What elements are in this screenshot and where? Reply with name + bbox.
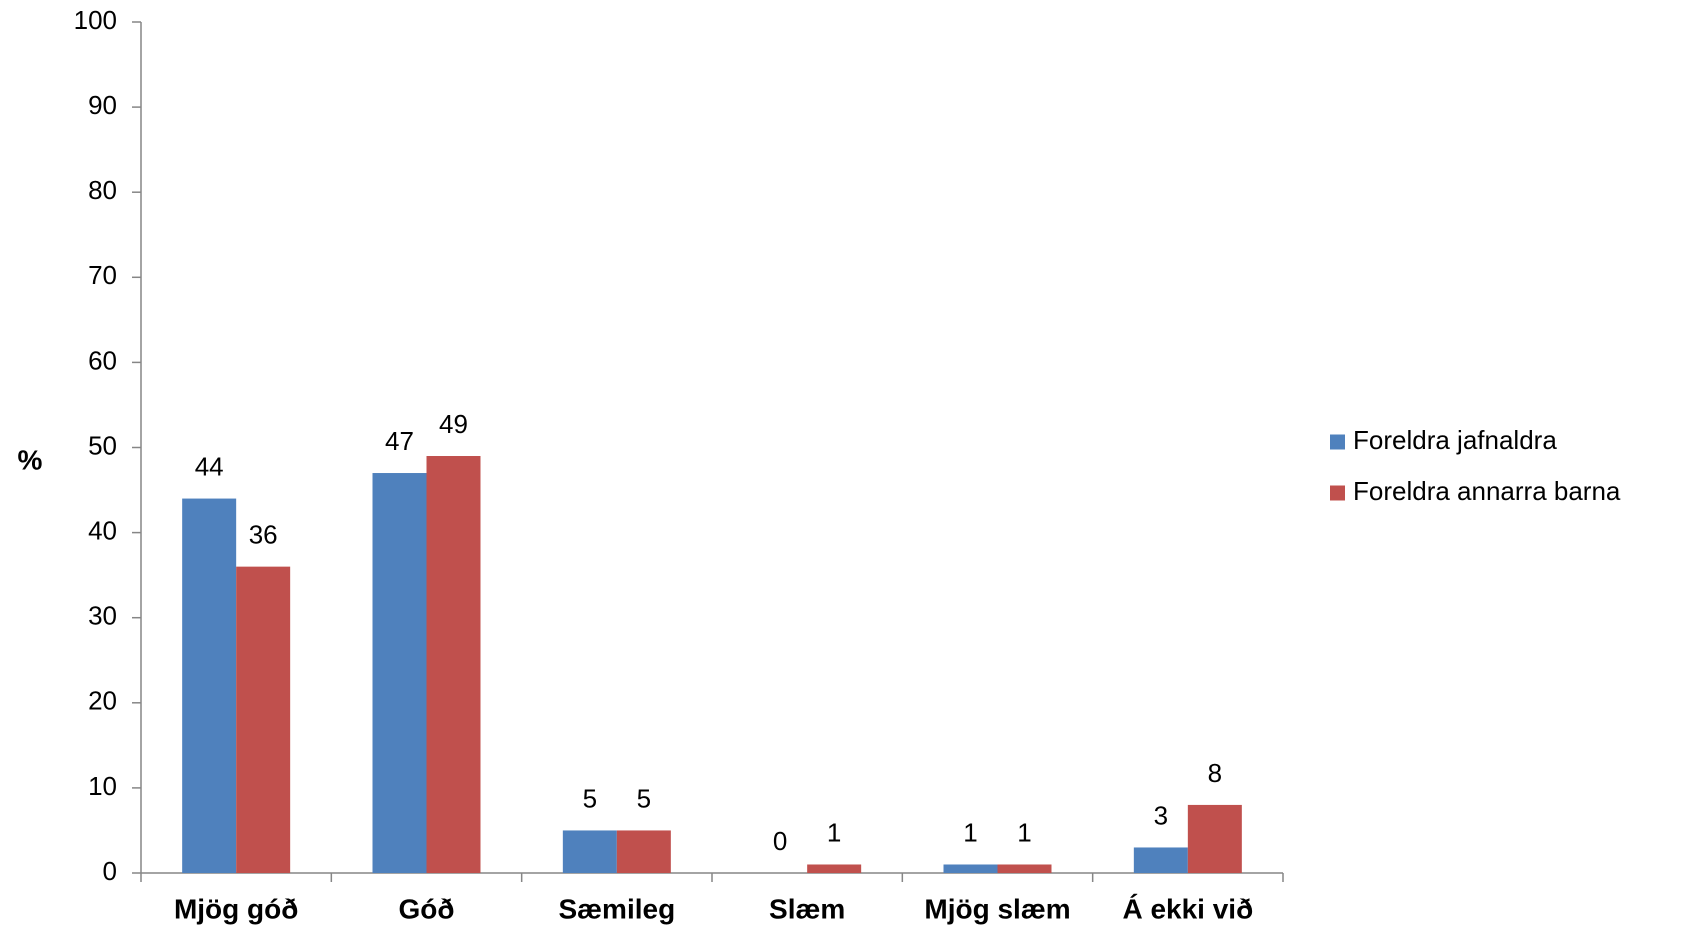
x-category-label: Slæm xyxy=(769,893,845,924)
bar-value-label: 8 xyxy=(1208,758,1222,788)
bar xyxy=(182,498,237,873)
y-tick-label: 80 xyxy=(88,175,117,205)
legend-swatch xyxy=(1330,485,1345,501)
legend-entry-label: Foreldra annarra barna xyxy=(1353,476,1621,506)
bars xyxy=(182,456,1242,873)
y-tick-label: 100 xyxy=(74,5,117,35)
y-tick-label: 20 xyxy=(88,686,117,716)
y-tick-label: 70 xyxy=(88,260,117,290)
y-tick-label: 30 xyxy=(88,601,117,631)
bar xyxy=(1187,804,1242,873)
y-tick-label: 0 xyxy=(103,856,117,886)
bar xyxy=(372,473,427,873)
y-axis-label: % xyxy=(18,444,43,475)
x-category-label: Mjög slæm xyxy=(924,893,1070,924)
y-tick-label: 50 xyxy=(88,430,117,460)
bar xyxy=(943,864,998,873)
x-category-label: Mjög góð xyxy=(174,893,298,924)
bar xyxy=(426,456,481,873)
y-tick-label: 10 xyxy=(88,771,117,801)
bar-value-label: 5 xyxy=(583,783,597,813)
data-labels: 44 36 47 49 5 5 0 1 1 1 3 8 xyxy=(195,409,1222,856)
bar-value-label: 1 xyxy=(1017,817,1031,847)
bar xyxy=(616,830,671,873)
bar-value-label: 0 xyxy=(773,826,787,856)
legend-swatch xyxy=(1330,434,1345,450)
bar xyxy=(807,864,862,873)
bar xyxy=(236,566,291,873)
x-category-label: Á ekki við xyxy=(1122,893,1253,924)
y-tick-label: 40 xyxy=(88,515,117,545)
legend: Foreldra jafnaldra Foreldra annarra barna xyxy=(1330,425,1621,506)
bar-value-label: 3 xyxy=(1154,800,1168,830)
bar-value-label: 1 xyxy=(963,817,977,847)
bar xyxy=(1133,847,1188,873)
y-tick-label: 90 xyxy=(88,90,117,120)
bar xyxy=(997,864,1052,873)
legend-entry-label: Foreldra jafnaldra xyxy=(1353,425,1557,455)
y-tick-label: 60 xyxy=(88,345,117,375)
bar-value-label: 44 xyxy=(195,451,224,481)
bar xyxy=(562,830,617,873)
x-category-label: Sæmileg xyxy=(558,893,675,924)
x-category-label: Góð xyxy=(399,893,455,924)
bar-value-label: 49 xyxy=(439,409,468,439)
bar-value-label: 1 xyxy=(827,817,841,847)
bar-value-label: 36 xyxy=(249,520,278,550)
bar-value-label: 5 xyxy=(637,783,651,813)
bar-value-label: 47 xyxy=(385,426,414,456)
